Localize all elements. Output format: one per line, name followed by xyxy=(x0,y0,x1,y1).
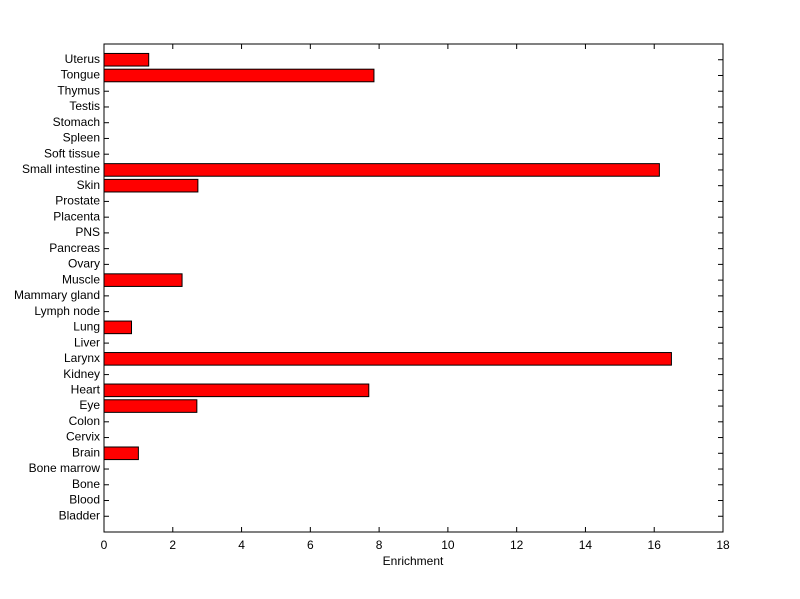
y-tick-label: Stomach xyxy=(53,115,100,129)
y-tick-label: Soft tissue xyxy=(44,146,100,160)
x-tick-label: 18 xyxy=(716,538,730,552)
y-tick-label: Bone marrow xyxy=(29,461,101,475)
y-tick-label: Thymus xyxy=(57,83,100,97)
x-tick-label: 16 xyxy=(648,538,662,552)
x-tick-label: 8 xyxy=(376,538,383,552)
y-tick-label: Blood xyxy=(69,493,100,507)
bar xyxy=(103,163,660,177)
plot-area xyxy=(103,43,724,533)
x-tick-label: 10 xyxy=(441,538,455,552)
y-tick-label: Muscle xyxy=(62,272,100,286)
x-tick-label: 6 xyxy=(307,538,314,552)
y-tick-label: Prostate xyxy=(55,194,100,208)
y-tick-label: Eye xyxy=(79,398,100,412)
x-tick-label: 2 xyxy=(169,538,176,552)
y-tick-label: Heart xyxy=(71,382,101,396)
y-tick-label: Bone xyxy=(72,477,100,491)
y-tick-label: Lung xyxy=(73,320,100,334)
y-tick-label: Uterus xyxy=(65,52,100,66)
y-tick-label: Cervix xyxy=(66,430,100,444)
bar xyxy=(103,273,183,287)
bar xyxy=(103,446,139,461)
y-tick-label: PNS xyxy=(75,225,100,239)
bar xyxy=(103,352,672,366)
x-axis-label: Enrichment xyxy=(383,554,444,568)
y-tick-label: Ovary xyxy=(68,257,100,271)
y-tick-label: Larynx xyxy=(64,351,100,365)
bar xyxy=(103,68,375,83)
bar xyxy=(103,399,198,413)
y-tick-label: Lymph node xyxy=(34,304,100,318)
bar xyxy=(103,383,370,398)
y-tick-label: Skin xyxy=(77,178,100,192)
y-tick-label: Bladder xyxy=(59,508,100,522)
y-tick-label: Kidney xyxy=(63,367,100,381)
y-tick-label: Mammary gland xyxy=(14,288,100,302)
y-tick-label: Pancreas xyxy=(49,241,100,255)
y-tick-label: Brain xyxy=(72,445,100,459)
x-tick-label: 0 xyxy=(101,538,108,552)
y-tick-label: Tongue xyxy=(61,68,101,82)
x-tick-label: 14 xyxy=(579,538,593,552)
y-tick-label: Placenta xyxy=(53,209,100,223)
y-tick-label: Liver xyxy=(74,335,100,349)
x-tick-label: 4 xyxy=(238,538,245,552)
bar xyxy=(103,52,150,67)
y-tick-label: Spleen xyxy=(63,131,100,145)
bar xyxy=(103,320,133,335)
x-tick-label: 12 xyxy=(510,538,524,552)
bar xyxy=(103,178,199,193)
y-tick-label: Colon xyxy=(69,414,100,428)
y-tick-label: Testis xyxy=(69,99,100,113)
y-tick-label: Small intestine xyxy=(22,162,100,176)
